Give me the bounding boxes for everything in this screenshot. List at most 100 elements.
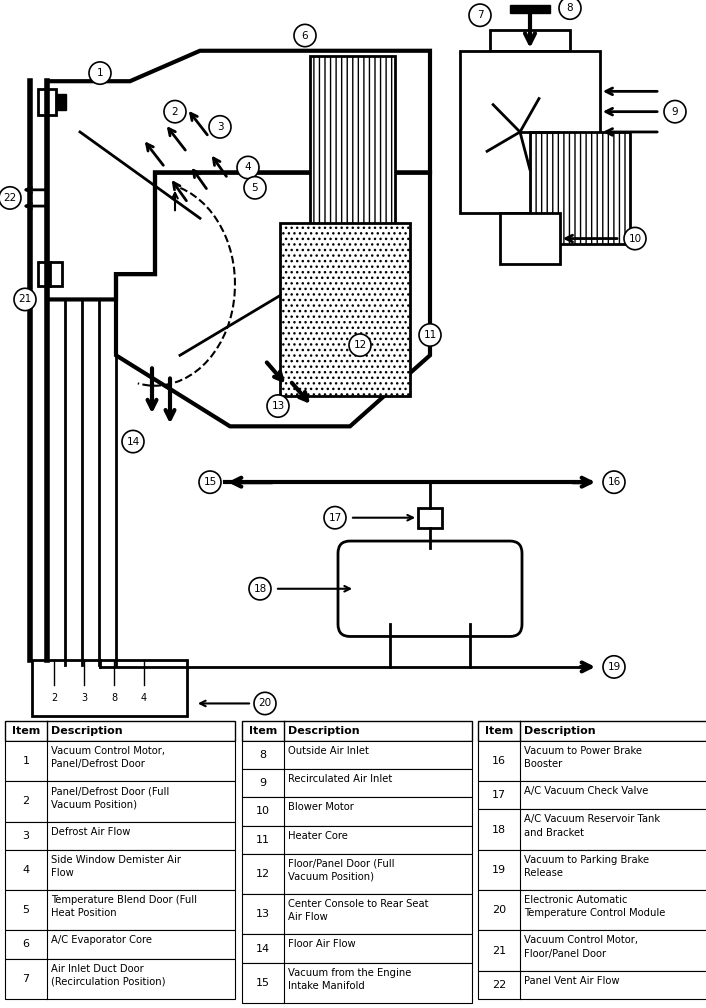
Bar — [5, 890, 235, 930]
Bar — [38, 262, 50, 286]
Text: 3: 3 — [217, 122, 223, 132]
Bar — [5, 959, 235, 999]
Text: 18: 18 — [253, 584, 267, 594]
Bar — [5, 930, 235, 959]
Circle shape — [469, 4, 491, 26]
Text: 2: 2 — [23, 796, 30, 806]
Bar — [5, 822, 235, 850]
Text: Vacuum Control Motor,: Vacuum Control Motor, — [51, 746, 165, 756]
Circle shape — [122, 430, 144, 453]
Text: Release: Release — [524, 868, 563, 878]
Bar — [242, 826, 472, 854]
Bar — [242, 963, 472, 1003]
Bar — [242, 894, 472, 934]
Bar — [5, 741, 235, 781]
Text: Blower Motor: Blower Motor — [288, 802, 354, 812]
Text: 21: 21 — [18, 294, 32, 304]
Text: 4: 4 — [23, 865, 30, 875]
Bar — [478, 971, 706, 999]
Text: 3: 3 — [23, 831, 30, 841]
Circle shape — [237, 156, 259, 178]
Text: 15: 15 — [256, 978, 270, 988]
Circle shape — [324, 507, 346, 529]
Bar — [490, 30, 570, 50]
Text: Item: Item — [485, 726, 513, 736]
Text: Description: Description — [524, 726, 596, 736]
Text: Item: Item — [249, 726, 277, 736]
Text: 8: 8 — [111, 694, 117, 704]
Circle shape — [89, 61, 111, 85]
Text: 14: 14 — [256, 943, 270, 954]
Text: Temperature Blend Door (Full: Temperature Blend Door (Full — [51, 895, 197, 905]
Text: 19: 19 — [607, 662, 621, 672]
Text: Vacuum to Parking Brake: Vacuum to Parking Brake — [524, 855, 649, 865]
Text: Outside Air Inlet: Outside Air Inlet — [288, 746, 369, 756]
Text: Heat Position: Heat Position — [51, 908, 116, 918]
Circle shape — [244, 176, 266, 199]
Bar — [500, 213, 560, 264]
Text: Item: Item — [12, 726, 40, 736]
Text: 21: 21 — [492, 946, 506, 956]
Circle shape — [603, 656, 625, 678]
Text: (Recirculation Position): (Recirculation Position) — [51, 977, 165, 987]
Bar — [242, 721, 472, 741]
FancyBboxPatch shape — [338, 541, 522, 636]
Bar — [242, 741, 472, 769]
Bar — [530, 132, 630, 244]
Text: 2: 2 — [172, 107, 179, 117]
Text: 6: 6 — [301, 30, 309, 40]
Text: 22: 22 — [4, 193, 17, 203]
Text: Intake Manifold: Intake Manifold — [288, 981, 365, 991]
Bar — [242, 934, 472, 963]
Text: 16: 16 — [607, 477, 621, 487]
Circle shape — [249, 578, 271, 600]
Bar — [510, 5, 550, 13]
Bar — [5, 781, 235, 822]
Bar — [478, 930, 706, 971]
Bar — [310, 55, 395, 269]
Text: 19: 19 — [492, 865, 506, 875]
Bar — [242, 769, 472, 797]
Bar — [5, 850, 235, 890]
Text: Panel/Defrost Door: Panel/Defrost Door — [51, 759, 145, 769]
Bar — [478, 781, 706, 809]
Text: 20: 20 — [492, 905, 506, 915]
Text: and Bracket: and Bracket — [524, 828, 584, 838]
Text: 18: 18 — [492, 825, 506, 835]
Text: Vacuum from the Engine: Vacuum from the Engine — [288, 968, 412, 978]
Circle shape — [14, 288, 36, 310]
Text: 13: 13 — [271, 401, 285, 411]
Text: 14: 14 — [126, 436, 140, 447]
Text: 1: 1 — [23, 756, 30, 766]
Circle shape — [419, 324, 441, 346]
Text: A/C Evaporator Core: A/C Evaporator Core — [51, 935, 152, 946]
Text: 12: 12 — [354, 340, 366, 350]
Text: Floor Air Flow: Floor Air Flow — [288, 939, 356, 950]
Text: 2: 2 — [51, 694, 57, 704]
Bar — [460, 50, 600, 213]
Text: Booster: Booster — [524, 759, 562, 769]
Text: Air Flow: Air Flow — [288, 912, 328, 922]
Circle shape — [624, 228, 646, 250]
Text: 15: 15 — [203, 477, 217, 487]
Text: Vacuum to Power Brake: Vacuum to Power Brake — [524, 746, 642, 756]
Text: 11: 11 — [424, 330, 436, 340]
Bar — [418, 508, 442, 528]
Circle shape — [0, 186, 21, 209]
Text: 17: 17 — [492, 790, 506, 800]
Circle shape — [664, 101, 686, 123]
Text: Recirculated Air Inlet: Recirculated Air Inlet — [288, 774, 393, 784]
Text: 3: 3 — [81, 694, 87, 704]
Circle shape — [294, 24, 316, 46]
Text: 5: 5 — [23, 905, 30, 915]
Text: 7: 7 — [23, 974, 30, 984]
Text: Temperature Control Module: Temperature Control Module — [524, 908, 665, 918]
Bar — [56, 95, 66, 110]
Text: Description: Description — [288, 726, 359, 736]
Text: A/C Vacuum Reservoir Tank: A/C Vacuum Reservoir Tank — [524, 814, 660, 825]
Circle shape — [349, 334, 371, 356]
Text: Panel/Defrost Door (Full: Panel/Defrost Door (Full — [51, 786, 169, 796]
Bar — [32, 660, 187, 716]
Bar — [478, 850, 706, 890]
Text: 11: 11 — [256, 835, 270, 845]
